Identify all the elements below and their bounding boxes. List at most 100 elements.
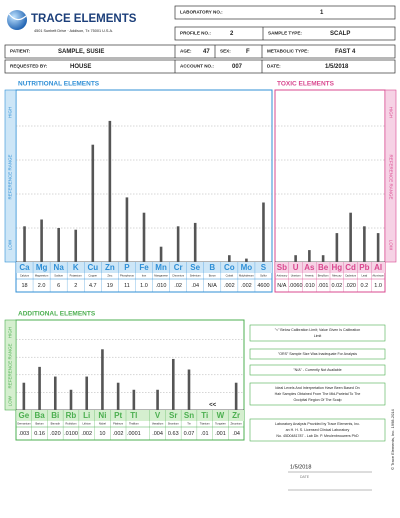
profile-no-label: PROFILE NO.: <box>180 31 211 36</box>
element-symbol: Pt <box>114 411 122 420</box>
element-symbol: W <box>217 411 225 420</box>
copyright: © Trace Elements, Inc. 1998-2014 <box>390 408 395 470</box>
element-value: 0.07 <box>184 431 195 437</box>
element-symbol: Ge <box>19 411 30 420</box>
side-label: LOW <box>8 395 13 406</box>
element-value: 1.0 <box>140 283 148 289</box>
element-value: 0.16 <box>34 431 45 437</box>
side-column <box>4 319 17 411</box>
element-name: Arsenic <box>305 274 314 278</box>
element-name: Thallium <box>129 422 139 426</box>
date-label: DATE: <box>267 64 281 69</box>
level-bar <box>321 255 325 262</box>
element-name: Platinum <box>113 422 123 426</box>
note-text: Limit <box>314 334 322 338</box>
element-value: .001 <box>318 283 329 289</box>
element-symbol: Mo <box>241 263 253 272</box>
element-value: 0.63 <box>168 431 179 437</box>
element-name: Lead <box>361 274 367 278</box>
element-symbol: Mg <box>36 263 48 272</box>
element-name: Strontium <box>168 422 179 426</box>
element-symbol: Mn <box>155 263 167 272</box>
element-symbol: Zn <box>105 263 115 272</box>
sample-type: SCALP <box>330 31 350 37</box>
level-bar <box>125 197 129 262</box>
element-name: Mercury <box>332 274 342 278</box>
lab-box <box>174 5 396 20</box>
level-bar <box>85 376 89 410</box>
element-symbol: Pb <box>359 263 369 272</box>
address: 4501 Sunbelt Drive · Addison, Tx 75001 U… <box>34 29 113 33</box>
element-name: Boron <box>209 274 216 278</box>
side-column <box>384 89 397 263</box>
level-bar <box>245 258 248 262</box>
element-name: Tungsten <box>215 422 226 426</box>
element-symbol: Ba <box>34 411 45 420</box>
level-bar <box>193 222 197 262</box>
panel-title: ADDITIONAL ELEMENTS <box>18 311 96 318</box>
element-value: 19 <box>107 283 113 289</box>
element-value: .002 <box>81 431 92 437</box>
level-bar <box>91 144 95 262</box>
element-symbol: Se <box>190 263 200 272</box>
profile-box <box>174 26 396 41</box>
element-symbol: Co <box>224 263 235 272</box>
element-value: 4.7 <box>89 283 97 289</box>
level-bar <box>108 120 112 263</box>
element-value: .02 <box>174 283 182 289</box>
note-text: "<" Below Calibration Limit; Value Given… <box>275 328 360 332</box>
element-symbol: Tl <box>130 411 137 420</box>
annotation: << <box>209 403 217 409</box>
note-text: Laboratory Analysis Provided by Trace El… <box>275 422 360 426</box>
panel-title: NUTRITIONAL ELEMENTS <box>18 81 100 88</box>
element-name: Copper <box>89 274 98 278</box>
level-bar <box>171 358 175 410</box>
lab-no-label: LABORATORY NO.: <box>180 10 223 15</box>
side-label: REFERENCE RANGE <box>8 154 13 199</box>
element-symbol: Sb <box>277 263 287 272</box>
element-symbol: Cd <box>345 263 356 272</box>
element-name: Manganese <box>154 274 168 278</box>
element-name: Zirconium <box>230 422 241 426</box>
level-bar <box>156 389 159 410</box>
logo-swoosh <box>8 13 27 21</box>
element-value: .003 <box>18 431 29 437</box>
level-bar <box>74 229 78 262</box>
level-bar <box>234 382 238 410</box>
side-column <box>4 89 17 263</box>
element-symbol: S <box>261 263 267 272</box>
element-name: Vanadium <box>152 422 164 426</box>
element-symbol: B <box>209 263 215 272</box>
element-value: 1.0 <box>374 283 382 289</box>
note-box <box>249 324 386 342</box>
element-value: .002 <box>113 431 124 437</box>
level-bar <box>363 226 366 262</box>
element-name: Zinc <box>107 274 113 278</box>
element-symbol: Rb <box>66 411 77 420</box>
level-bar <box>187 369 191 410</box>
element-name: Phosphorus <box>120 274 135 278</box>
element-value: .0060 <box>289 283 303 289</box>
side-label: HIGH <box>8 107 13 118</box>
element-value: .001 <box>215 431 226 437</box>
element-name: Titanium <box>200 422 210 426</box>
note-text: "ORS" Sample Size Was Inadequate For Ana… <box>278 352 357 356</box>
element-value: 10 <box>99 431 105 437</box>
element-value: .020 <box>50 431 61 437</box>
age: 47 <box>203 49 210 55</box>
element-symbol: Hg <box>332 263 343 272</box>
level-bar <box>101 349 104 410</box>
symbol-row <box>16 410 244 421</box>
requested: HOUSE <box>70 64 91 70</box>
element-name: Antimony <box>276 274 288 278</box>
note-text: Occipital Region Of The Scalp <box>293 398 341 402</box>
element-value: 11 <box>124 283 130 289</box>
element-value: 0.02 <box>332 283 343 289</box>
element-symbol: Sn <box>184 411 194 420</box>
level-bar <box>294 255 297 262</box>
element-value: .010 <box>156 283 167 289</box>
element-value: .0001 <box>127 431 141 437</box>
element-value: .04 <box>232 431 240 437</box>
element-symbol: P <box>124 263 130 272</box>
element-symbol: Zr <box>232 411 240 420</box>
